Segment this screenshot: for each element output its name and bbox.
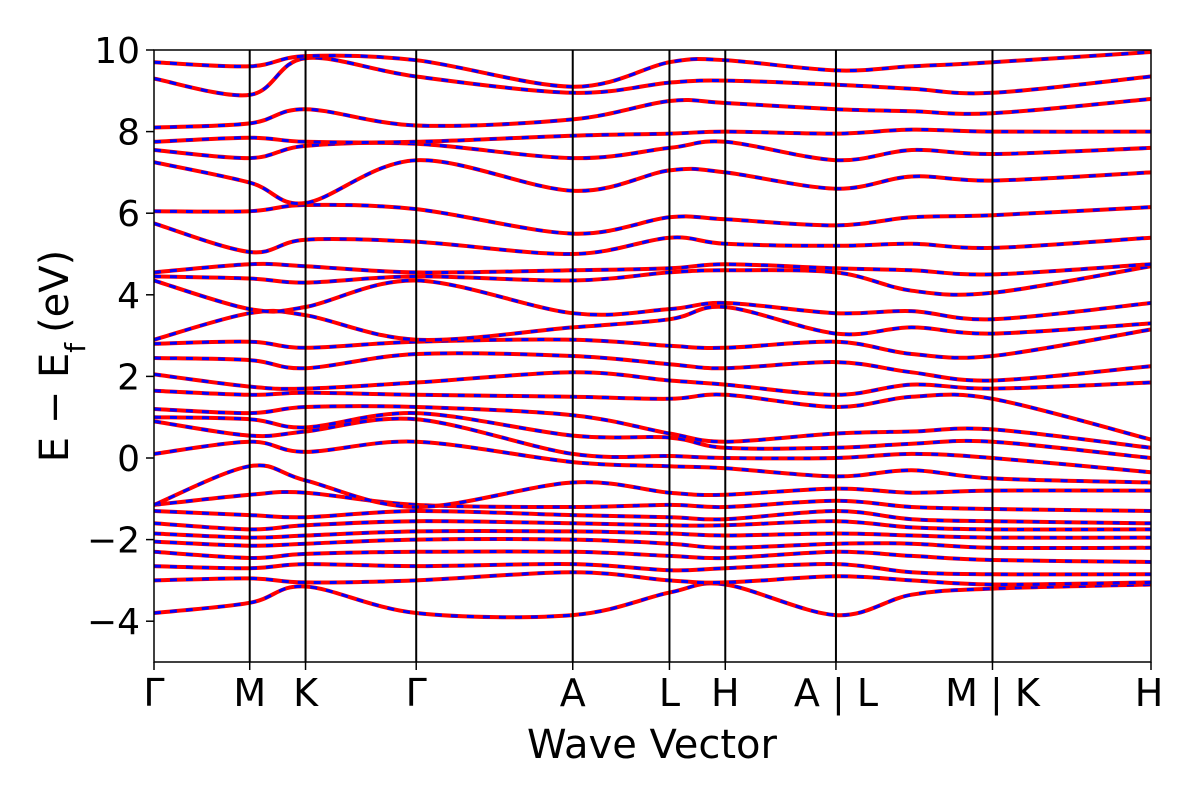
y-tick-label: 6 — [117, 194, 140, 235]
band-line-spin-down — [154, 56, 1151, 97]
x-axis-label: Wave Vector — [527, 722, 778, 768]
kpoint-label: M | K — [945, 671, 1041, 716]
band-line-spin-down — [154, 158, 1151, 205]
y-axis-label-unit: (eV) — [32, 250, 78, 333]
band-line-spin-down — [154, 440, 1151, 484]
kpoint-label: L — [659, 671, 680, 715]
plot-frame — [153, 49, 1152, 663]
kpoint-label: M — [233, 671, 266, 715]
band-line-spin-up — [154, 463, 1151, 510]
y-axis-label: E − Ef (eV) — [32, 250, 92, 463]
y-tick-label: 0 — [117, 439, 140, 480]
band-line-spin-down — [154, 278, 1151, 321]
band-line-spin-down — [154, 221, 1151, 256]
band-line-spin-up — [154, 439, 1151, 485]
y-tick-label: 2 — [117, 357, 140, 398]
y-axis-ticks: 10 8 6 4 2 0 −2 −4 — [87, 31, 154, 643]
kpoint-label: H — [711, 671, 740, 715]
band-line-spin-down — [154, 351, 1151, 383]
kpoint-label: H — [1135, 671, 1164, 715]
kpoint-label: Γ — [406, 671, 427, 715]
y-tick-label: 4 — [117, 276, 140, 317]
band-line-spin-down — [154, 203, 1151, 236]
band-line-spin-down — [154, 417, 1151, 474]
band-line-spin-down — [154, 463, 1151, 509]
band-line-spin-down — [154, 509, 1151, 525]
y-axis-label-subscript: f — [59, 342, 92, 353]
band-line-spin-down — [154, 581, 1151, 619]
band-line-spin-down — [154, 97, 1151, 129]
band-line-spin-down — [154, 411, 1151, 460]
band-line-spin-up — [154, 221, 1151, 257]
high-symmetry-lines — [248, 50, 994, 662]
bands-layer — [154, 50, 1151, 620]
y-tick-label: −2 — [87, 521, 140, 562]
kpoint-label: A | L — [794, 671, 878, 716]
band-line-spin-down — [154, 128, 1151, 144]
y-tick-label: 8 — [117, 113, 140, 154]
y-axis-label-main: E − E — [32, 353, 78, 463]
kpoint-label: K — [293, 671, 319, 715]
band-line-spin-down — [154, 537, 1151, 550]
band-line-spin-down — [154, 490, 1151, 513]
y-tick-label: −4 — [87, 602, 140, 643]
y-tick-label: 10 — [94, 31, 140, 72]
kpoint-label: A — [560, 671, 586, 715]
kpoint-label: Γ — [143, 671, 164, 715]
band-line-spin-down — [154, 562, 1151, 576]
band-line-spin-down — [154, 50, 1151, 89]
band-line-spin-up — [154, 158, 1151, 206]
